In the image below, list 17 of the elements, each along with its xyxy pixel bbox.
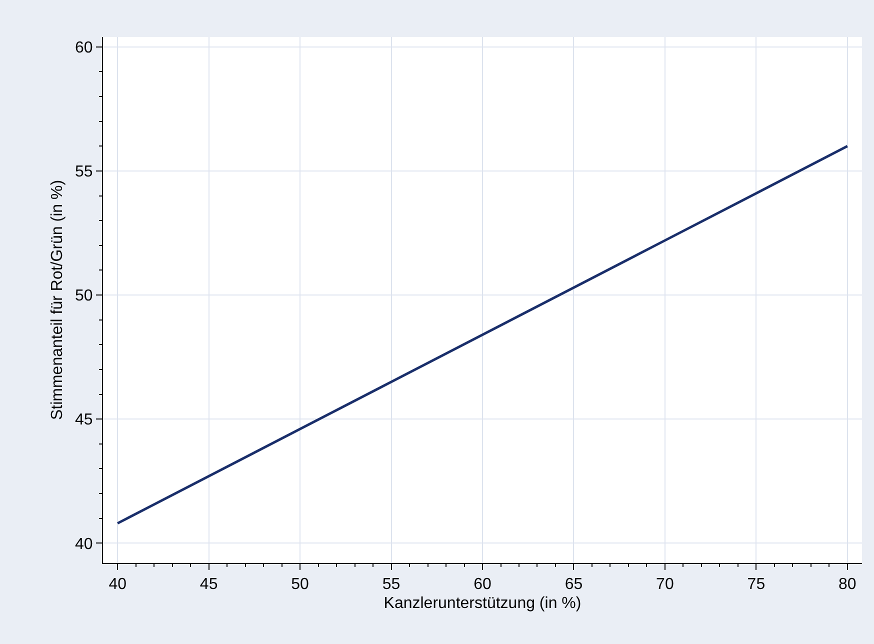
y-tick-label: 60: [75, 40, 93, 57]
y-tick-label: 40: [75, 536, 93, 553]
x-tick-label: 55: [382, 576, 400, 594]
y-axis-title: Stimmenanteil für Rot/Grün (in %): [48, 180, 66, 420]
x-tick-label: 40: [108, 576, 127, 594]
x-tick-label: 60: [474, 576, 492, 594]
line-series: [116, 144, 849, 525]
x-axis-title: Kanzlerunterstützung (in %): [384, 594, 582, 612]
x-tick-label: 75: [747, 576, 766, 594]
x-tick-label: 45: [200, 576, 218, 594]
y-tick-label: 45: [75, 412, 93, 429]
x-tick-label: 80: [838, 576, 856, 594]
x-tick-label: 70: [656, 576, 674, 594]
y-tick-label: 50: [75, 288, 93, 305]
x-tick-label: 65: [564, 576, 583, 594]
x-tick-label: 50: [291, 576, 310, 594]
y-tick-label: 55: [75, 164, 93, 181]
